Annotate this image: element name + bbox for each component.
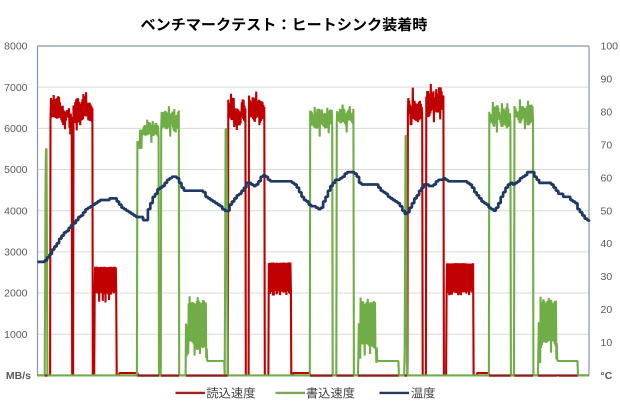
svg-text:6000: 6000 <box>4 123 28 135</box>
svg-text:80: 80 <box>601 107 613 119</box>
svg-text:10: 10 <box>601 337 613 349</box>
svg-text:4000: 4000 <box>4 205 28 217</box>
svg-text:40: 40 <box>601 238 613 250</box>
svg-text:20: 20 <box>601 304 613 316</box>
svg-text:5000: 5000 <box>4 164 28 176</box>
svg-text:MB/s: MB/s <box>6 370 31 382</box>
svg-text:60: 60 <box>601 172 613 184</box>
svg-text:100: 100 <box>601 41 619 53</box>
svg-text:3000: 3000 <box>4 247 28 259</box>
svg-text:50: 50 <box>601 205 613 217</box>
svg-text:8000: 8000 <box>4 41 28 53</box>
svg-text:°C: °C <box>601 370 613 382</box>
svg-text:30: 30 <box>601 271 613 283</box>
svg-text:1000: 1000 <box>4 329 28 341</box>
svg-text:70: 70 <box>601 139 613 151</box>
svg-text:2000: 2000 <box>4 288 28 300</box>
svg-text:90: 90 <box>601 74 613 86</box>
svg-text:7000: 7000 <box>4 82 28 94</box>
